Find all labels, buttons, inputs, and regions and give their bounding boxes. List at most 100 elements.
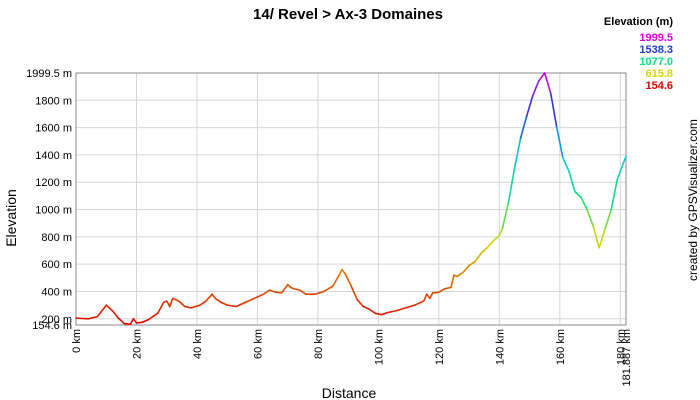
profile-segment: [474, 252, 482, 263]
legend-value: 154.6: [645, 80, 673, 92]
profile-segment: [214, 297, 222, 304]
profile-segment: [380, 311, 389, 316]
profile-segment: [226, 304, 238, 308]
profile-segment: [156, 301, 165, 315]
profile-segment: [498, 227, 504, 237]
profile-segment: [537, 72, 546, 82]
profile-segment: [592, 225, 600, 249]
profile-segment: [111, 309, 120, 319]
x-tick-label: 120 km: [434, 329, 446, 365]
x-tick-label: 80 km: [313, 329, 325, 359]
profile-segment: [117, 317, 126, 325]
y-tick-label: 200 m: [41, 314, 72, 326]
credit-text: created by GPSVisualizer.com: [686, 119, 700, 281]
profile-segment: [486, 240, 495, 249]
profile-segment: [132, 317, 138, 324]
profile-segment: [280, 283, 289, 294]
profile-segment: [468, 260, 476, 267]
legend-title: Elevation (m): [604, 16, 673, 28]
profile-segment: [422, 293, 428, 302]
profile-segment: [428, 292, 434, 300]
profile-segment: [386, 309, 398, 314]
profile-segment: [292, 287, 301, 291]
profile-segment: [432, 291, 440, 294]
y-tick-label: 1999.5 m: [26, 68, 72, 80]
profile-segment: [262, 289, 271, 296]
profile-segment: [580, 196, 588, 211]
profile-segment: [586, 208, 594, 227]
profile-segment: [190, 304, 201, 309]
x-axis-ticks: 0 km 20 km 40 km 60 km 80 km 100 km 120 km 140 …: [71, 329, 633, 386]
profile-segment: [323, 285, 334, 293]
legend-value: 615.8: [645, 68, 673, 80]
profile-segment: [211, 293, 216, 300]
y-tick-label: 800 m: [41, 232, 72, 244]
elevation-profile-line: [75, 72, 627, 326]
profile-segment: [616, 155, 627, 181]
profile-segment: [462, 264, 470, 274]
profile-segment: [501, 201, 510, 230]
profile-segment: [513, 137, 522, 170]
x-tick-label: 140 km: [494, 329, 506, 365]
legend-value: 1538.3: [639, 44, 673, 56]
y-axis-label: Elevation: [3, 189, 19, 247]
x-tick-label: 0 km: [71, 329, 83, 353]
profile-segment: [610, 178, 619, 211]
profile-segment: [507, 167, 516, 204]
profile-segment: [456, 271, 464, 278]
x-tick-label: 100 km: [373, 329, 385, 365]
profile-segment: [395, 307, 407, 312]
legend-value: 1999.5: [639, 32, 673, 44]
x-tick-label: 20 km: [131, 329, 143, 359]
profile-segment: [438, 287, 446, 293]
profile-segment: [235, 301, 247, 308]
profile-segment: [525, 95, 534, 118]
profile-segment: [105, 304, 114, 312]
profile-segment: [374, 312, 383, 316]
profile-segment: [338, 268, 343, 276]
profile-segment: [244, 297, 256, 304]
profile-segment: [444, 286, 452, 290]
legend-value: 1077.0: [639, 56, 673, 68]
profile-segment: [168, 297, 174, 308]
profile-segment: [102, 304, 108, 311]
chart-title: 14/ Revel > Ax-3 Domaines: [253, 6, 443, 23]
profile-segment: [598, 227, 606, 249]
y-tick-label: 1600 m: [35, 123, 72, 135]
profile-segment: [404, 304, 416, 309]
y-tick-label: 400 m: [41, 286, 72, 298]
profile-segment: [344, 272, 352, 287]
profile-segment: [531, 80, 540, 97]
profile-segment: [604, 208, 613, 230]
x-tick-label: 181.887 km: [621, 329, 633, 386]
profile-segment: [568, 170, 576, 193]
y-tick-label: 1400 m: [35, 150, 72, 162]
profile-segment: [87, 315, 98, 320]
plot-border: [75, 72, 627, 326]
x-tick-label: 60 km: [252, 329, 264, 359]
profile-segment: [350, 285, 359, 301]
profile-segment: [147, 312, 159, 321]
profile-segment: [362, 305, 371, 311]
profile-segment: [178, 300, 186, 308]
y-tick-label: 1000 m: [35, 205, 72, 217]
y-tick-label: 1200 m: [35, 177, 72, 189]
x-tick-label: 180 km: [615, 329, 627, 365]
profile-segment: [314, 290, 325, 296]
profile-segment: [268, 289, 277, 293]
profile-segment: [519, 115, 528, 140]
profile-segment: [199, 300, 207, 306]
profile-segment: [450, 274, 455, 289]
profile-segment: [341, 268, 346, 275]
profile-segment: [171, 297, 180, 302]
profile-segment: [129, 317, 135, 326]
x-tick-label: 160 km: [555, 329, 567, 365]
profile-segment: [562, 156, 570, 173]
profile-segment: [413, 300, 425, 306]
profile-segment: [543, 72, 552, 95]
profile-segment: [253, 293, 265, 300]
profile-segment: [356, 298, 365, 308]
